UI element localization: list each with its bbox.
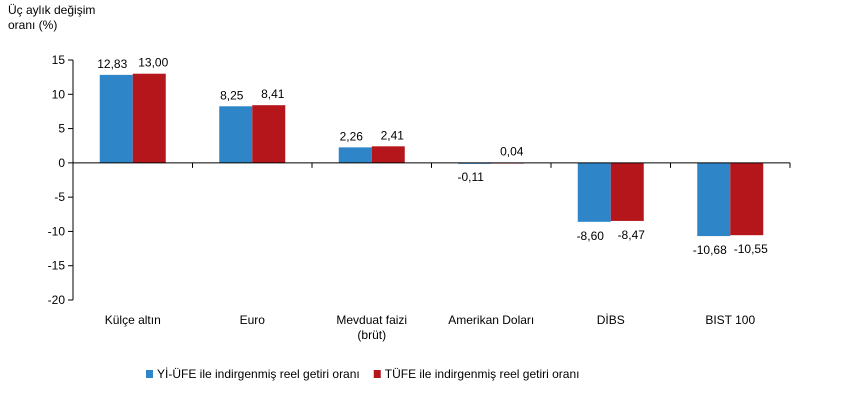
data-label-series-1: -8,60 [577,229,605,243]
y-tick-label: -5 [54,190,65,204]
data-label-series-2: 2,41 [381,128,405,142]
bar-series-2 [610,162,644,221]
y-axis-title: Üç aylık değişim [8,3,95,17]
y-tick-label: 0 [58,156,65,170]
x-category-label: Euro [240,313,266,327]
data-label-series-1: 12,83 [97,57,127,71]
bar-series-2 [730,162,764,236]
bar-series-2 [371,146,405,163]
x-category-label: Mevduat faizi [336,313,407,327]
bar-series-1 [219,106,253,163]
y-axis-title: oranı (%) [8,18,57,32]
x-category-label: BIST 100 [705,313,755,327]
y-tick-label: 15 [52,53,66,67]
x-category-label: Amerikan Doları [448,313,534,327]
legend-label-series-1: Yİ-ÜFE ile indirgenmiş reel getiri oranı [157,367,360,381]
data-label-series-1: -10,68 [693,243,727,257]
bar-series-2 [132,73,166,163]
bar-series-2 [252,105,286,163]
x-category-label: (brüt) [357,328,386,342]
data-label-series-2: -10,55 [734,242,768,256]
y-tick-label: 5 [58,122,65,136]
data-label-series-2: 8,41 [261,87,285,101]
bar-series-1 [338,147,372,163]
data-label-series-1: 2,26 [340,129,364,143]
bar-series-1 [99,74,133,163]
data-label-series-1: 8,25 [220,88,244,102]
bar-series-1 [697,162,731,237]
data-label-series-2: 13,00 [138,56,168,70]
bar-series-1 [577,162,611,222]
y-tick-label: -10 [48,224,66,238]
data-label-series-1: -0,11 [458,170,485,184]
x-category-label: DİBS [597,313,625,327]
y-tick-label: 10 [52,87,66,101]
legend-swatch-series-1 [146,370,153,378]
legend-label-series-2: TÜFE ile indirgenmiş reel getiri oranı [385,367,580,381]
data-label-series-2: -8,47 [618,228,646,242]
y-tick-label: -20 [48,293,66,307]
y-tick-label: -15 [48,259,66,273]
legend-swatch-series-2 [373,370,381,378]
data-label-series-2: 0,04 [500,145,524,159]
x-category-label: Külçe altın [105,313,161,327]
